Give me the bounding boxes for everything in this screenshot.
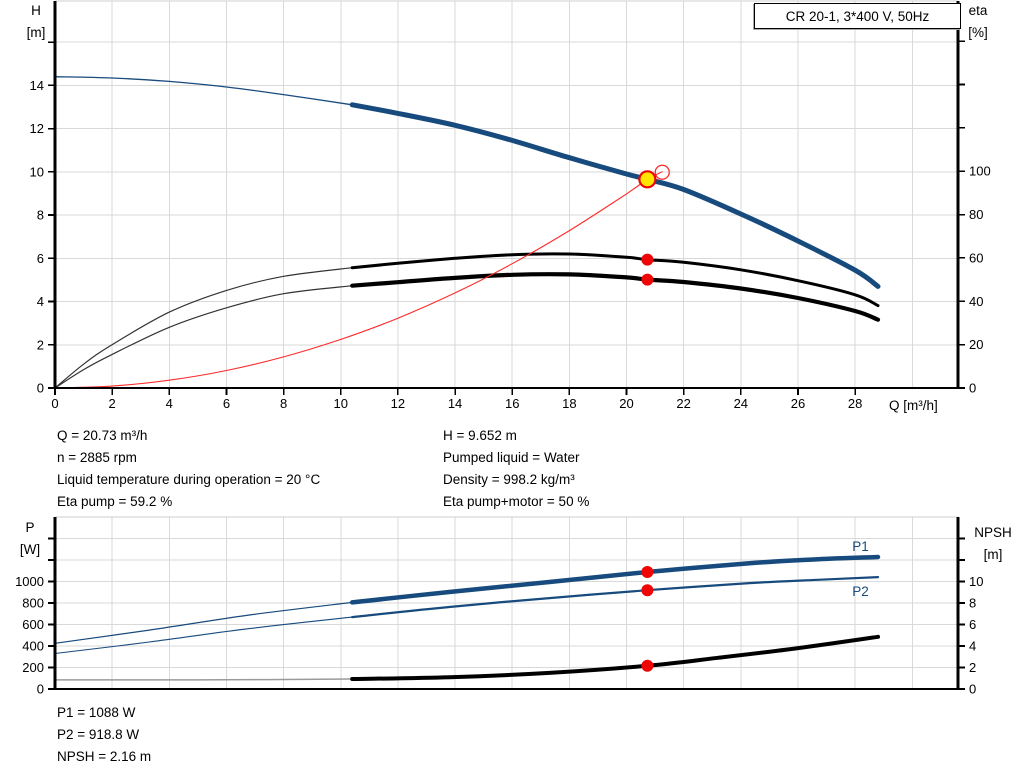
info-line-eta-pump: Eta pump = 59.2 % xyxy=(57,494,173,509)
y-right-tick-label: 40 xyxy=(969,294,983,309)
y-right-tick-label: 20 xyxy=(969,337,983,352)
curve-eta-pump-motor-extension xyxy=(54,285,353,389)
curve-head-extension xyxy=(54,76,353,106)
curve-eta-pump-extension xyxy=(54,267,353,389)
x-tick-label: 28 xyxy=(848,396,862,411)
y-right-tick-label: 80 xyxy=(969,207,983,222)
x-tick-label: 18 xyxy=(562,396,576,411)
y-left-tick-label: 2 xyxy=(37,337,44,352)
info-line-speed: n = 2885 rpm xyxy=(57,450,137,465)
y-right-tick-label: 60 xyxy=(969,250,983,265)
series-label-p2: P2 xyxy=(852,584,869,599)
info-line-npsh: NPSH = 2.16 m xyxy=(57,749,152,764)
y-left-axis-label: [m] xyxy=(27,25,46,40)
pump-title-box: CR 20-1, 3*400 V, 50Hz xyxy=(754,3,961,29)
duty-value-dot xyxy=(641,273,654,286)
x-tick-label: 0 xyxy=(51,396,58,411)
x-tick-label: 16 xyxy=(505,396,519,411)
x-tick-label: 12 xyxy=(391,396,405,411)
y-left-tick-label: 0 xyxy=(37,682,44,697)
x-tick-label: 10 xyxy=(334,396,348,411)
y-left-tick-label: 6 xyxy=(37,251,44,266)
info-line-pumped-liquid: Pumped liquid = Water xyxy=(443,450,580,465)
y-left-tick-label: 14 xyxy=(30,78,44,93)
curve-npsh xyxy=(350,634,880,681)
duty-value-dot xyxy=(641,253,654,266)
info-line-eta-pump-motor: Eta pump+motor = 50 % xyxy=(443,494,590,509)
y-right-tick-label: 4 xyxy=(969,639,976,654)
duty-info-left: Q = 20.73 m³/h n = 2885 rpm Liquid tempe… xyxy=(57,425,320,513)
y-right-axis-label: [%] xyxy=(968,25,988,40)
y-right-axis-label: [m] xyxy=(984,547,1003,562)
duty-value-dot xyxy=(641,659,654,672)
info-line-density: Density = 998.2 kg/m³ xyxy=(443,472,575,487)
y-right-tick-label: 0 xyxy=(969,682,976,697)
x-tick-label: 14 xyxy=(448,396,462,411)
y-right-tick-label: 10 xyxy=(969,574,983,589)
info-line-head: H = 9.652 m xyxy=(443,428,517,443)
curve-eta-pump-motor xyxy=(350,272,881,322)
x-tick-label: 4 xyxy=(166,396,173,411)
duty-value-dot xyxy=(641,584,654,597)
y-left-tick-label: 10 xyxy=(30,164,44,179)
x-tick-label: 20 xyxy=(619,396,633,411)
x-axis-label: Q [m³/h] xyxy=(889,398,938,413)
x-tick-label: 22 xyxy=(676,396,690,411)
y-right-axis-label: NPSH xyxy=(974,525,1012,540)
duty-value-dot xyxy=(641,566,654,579)
y-left-tick-label: 400 xyxy=(22,639,44,654)
y-left-axis-label: P xyxy=(25,520,34,535)
curve-npsh-extension xyxy=(54,678,353,681)
series-label-p1: P1 xyxy=(852,539,869,554)
x-tick-label: 24 xyxy=(734,396,748,411)
duty-info-right: H = 9.652 m Pumped liquid = Water Densit… xyxy=(443,425,589,513)
y-left-tick-label: 600 xyxy=(22,617,44,632)
x-tick-label: 8 xyxy=(280,396,287,411)
y-right-tick-label: 6 xyxy=(969,617,976,632)
info-line-p2: P2 = 918.8 W xyxy=(57,727,140,742)
y-right-tick-label: 100 xyxy=(969,164,991,179)
y-left-axis-label: H xyxy=(31,3,41,18)
y-left-tick-label: 200 xyxy=(22,660,44,675)
info-line-p1: P1 = 1088 W xyxy=(57,705,136,720)
y-left-tick-label: 1000 xyxy=(15,574,44,589)
curve-p2-extension xyxy=(54,616,353,655)
y-left-tick-label: 4 xyxy=(37,294,44,309)
x-tick-label: 26 xyxy=(791,396,805,411)
info-line-q: Q = 20.73 m³/h xyxy=(57,428,148,443)
curve-eta-pump xyxy=(350,252,880,308)
duty-point-marker[interactable] xyxy=(638,170,657,189)
curve-p1-extension xyxy=(54,601,353,644)
curve-p2 xyxy=(351,576,880,619)
y-left-tick-label: 12 xyxy=(30,121,44,136)
y-left-tick-label: 800 xyxy=(22,596,44,611)
x-tick-label: 2 xyxy=(109,396,116,411)
y-left-tick-label: 0 xyxy=(37,381,44,396)
curve-system-curve xyxy=(54,171,663,389)
y-right-tick-label: 2 xyxy=(969,660,976,675)
y-right-tick-label: 0 xyxy=(969,381,976,396)
duty-point-ghost-marker xyxy=(654,164,670,180)
y-right-axis-label: eta xyxy=(969,3,988,18)
pump-title: CR 20-1, 3*400 V, 50Hz xyxy=(785,8,930,24)
y-right-tick-label: 8 xyxy=(969,596,976,611)
y-left-tick-label: 8 xyxy=(37,208,44,223)
info-line-liquid-temp: Liquid temperature during operation = 20… xyxy=(57,472,321,487)
x-tick-label: 6 xyxy=(223,396,230,411)
y-left-axis-label: [W] xyxy=(20,542,40,557)
power-npsh-info: P1 = 1088 W P2 = 918.8 W NPSH = 2.16 m xyxy=(57,702,151,768)
